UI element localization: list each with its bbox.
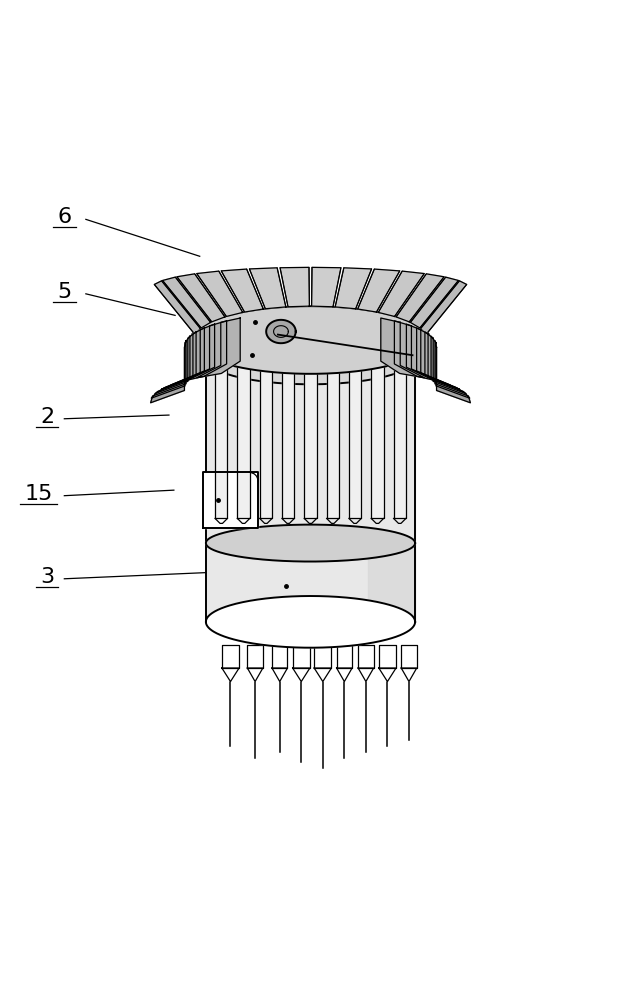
Polygon shape	[197, 271, 243, 316]
Polygon shape	[314, 668, 332, 682]
Polygon shape	[183, 321, 227, 381]
Polygon shape	[327, 355, 339, 518]
Text: 3: 3	[40, 567, 54, 587]
Polygon shape	[222, 645, 239, 668]
Polygon shape	[435, 341, 470, 403]
Polygon shape	[206, 525, 415, 562]
Polygon shape	[222, 668, 239, 682]
Text: 2: 2	[40, 407, 54, 427]
Polygon shape	[237, 355, 250, 518]
Polygon shape	[151, 341, 186, 403]
Polygon shape	[163, 277, 211, 328]
Polygon shape	[358, 269, 400, 312]
Polygon shape	[401, 645, 417, 668]
Polygon shape	[171, 324, 215, 385]
Polygon shape	[247, 645, 263, 668]
Polygon shape	[425, 332, 466, 394]
Polygon shape	[396, 274, 444, 322]
Polygon shape	[314, 645, 332, 668]
Polygon shape	[292, 668, 310, 682]
Polygon shape	[394, 355, 406, 518]
Polygon shape	[247, 668, 263, 682]
Polygon shape	[203, 330, 418, 362]
Polygon shape	[371, 355, 384, 518]
Polygon shape	[191, 306, 430, 374]
Text: 15: 15	[24, 484, 53, 504]
Polygon shape	[379, 645, 396, 668]
Polygon shape	[155, 332, 196, 394]
Polygon shape	[431, 336, 469, 398]
Polygon shape	[155, 281, 201, 335]
Polygon shape	[152, 336, 190, 398]
Polygon shape	[337, 668, 352, 682]
Polygon shape	[260, 355, 272, 518]
Polygon shape	[394, 321, 438, 381]
Polygon shape	[312, 267, 341, 307]
Text: 6: 6	[57, 207, 71, 227]
Text: 5: 5	[57, 282, 71, 302]
Polygon shape	[280, 267, 309, 307]
Polygon shape	[177, 274, 225, 322]
Polygon shape	[272, 668, 288, 682]
Polygon shape	[161, 328, 204, 389]
Polygon shape	[406, 324, 450, 385]
Polygon shape	[417, 328, 460, 389]
Polygon shape	[203, 472, 258, 528]
Polygon shape	[272, 645, 288, 668]
Polygon shape	[410, 277, 458, 328]
Polygon shape	[206, 596, 415, 648]
Polygon shape	[379, 668, 396, 682]
Polygon shape	[292, 645, 310, 668]
Polygon shape	[282, 355, 294, 518]
Polygon shape	[420, 281, 466, 335]
Polygon shape	[349, 355, 361, 518]
Polygon shape	[206, 358, 415, 622]
Polygon shape	[381, 318, 424, 378]
Polygon shape	[337, 645, 352, 668]
Polygon shape	[197, 318, 240, 378]
Polygon shape	[266, 320, 296, 343]
Polygon shape	[368, 543, 415, 622]
Polygon shape	[215, 355, 227, 518]
Polygon shape	[358, 668, 374, 682]
Polygon shape	[335, 268, 371, 309]
Polygon shape	[221, 269, 263, 312]
Polygon shape	[378, 271, 424, 316]
Polygon shape	[250, 268, 286, 309]
Polygon shape	[304, 355, 317, 518]
Polygon shape	[206, 333, 415, 384]
Polygon shape	[358, 645, 374, 668]
Polygon shape	[401, 668, 417, 682]
